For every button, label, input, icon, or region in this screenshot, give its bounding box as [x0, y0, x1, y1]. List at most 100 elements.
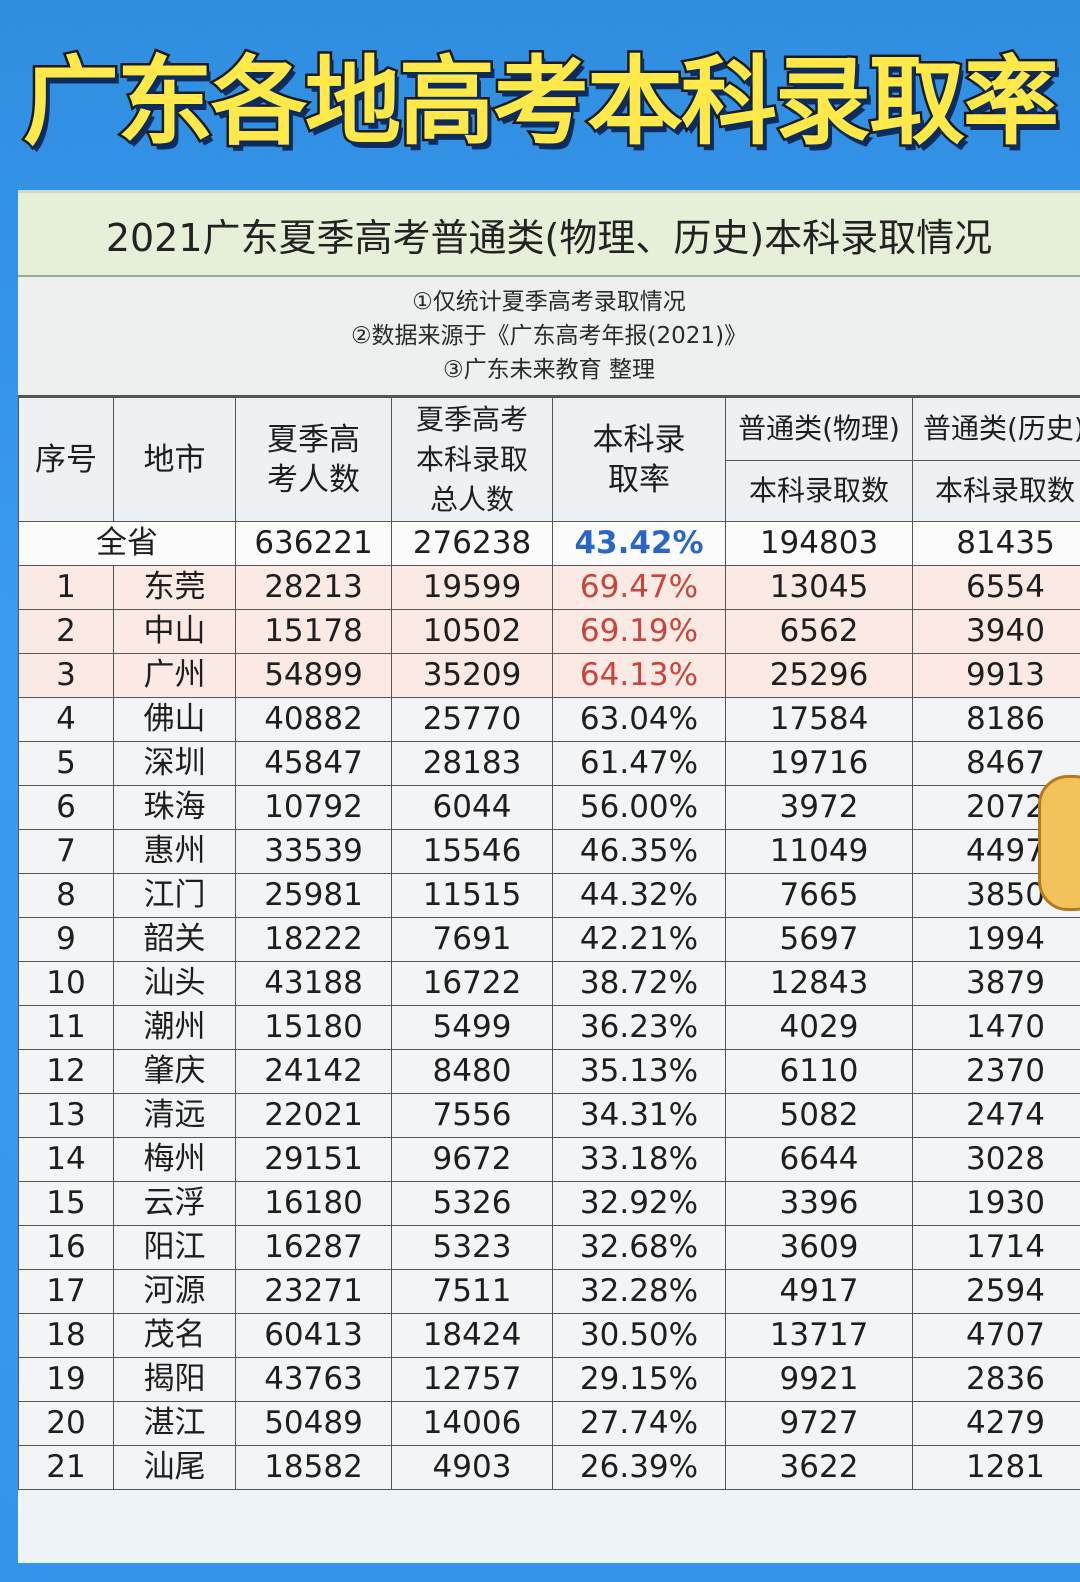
table-row: 5 深圳 45847 28183 61.47% 19716 8467 — [18, 741, 1080, 786]
cell-rate: 33.18% — [552, 1137, 726, 1182]
cell-rate: 26.39% — [552, 1445, 726, 1490]
cell-rate: 69.19% — [552, 609, 726, 654]
cell-physics: 4029 — [725, 1005, 913, 1050]
cell-seq: 12 — [18, 1049, 114, 1094]
cell-history: 1994 — [912, 917, 1080, 962]
header-rate: 本科录取率 — [552, 397, 726, 522]
note-2: ②数据来源于《广东高考年报(2021)》 — [350, 323, 748, 349]
cell-seq: 13 — [18, 1093, 114, 1138]
cell-rate: 64.13% — [552, 653, 726, 698]
cell-history: 8186 — [912, 697, 1080, 742]
header-applicants: 夏季高考人数 — [235, 397, 392, 522]
cell-physics: 5697 — [725, 917, 913, 962]
cell-city: 阳江 — [113, 1225, 236, 1270]
cell-history: 3879 — [912, 961, 1080, 1006]
cell-physics: 6110 — [725, 1049, 913, 1094]
table-subtitle: 2021广东夏季高考普通类(物理、历史)本科录取情况 — [18, 193, 1080, 277]
table-row: 4 佛山 40882 25770 63.04% 17584 8186 — [18, 697, 1080, 742]
notes-block: ①仅统计夏季高考录取情况 ②数据来源于《广东高考年报(2021)》 ③广东未来教… — [18, 277, 1080, 397]
cell-rate: 29.15% — [552, 1357, 726, 1402]
cell-admitted: 7556 — [391, 1093, 553, 1138]
cell-admitted: 10502 — [391, 609, 553, 654]
table-row: 2 中山 15178 10502 69.19% 6562 3940 — [18, 609, 1080, 654]
cell-rate: 32.92% — [552, 1181, 726, 1226]
headline: 广东各地高考本科录取率 — [0, 8, 1080, 178]
cell-history: 9913 — [912, 653, 1080, 698]
cell-admitted: 7691 — [391, 917, 553, 962]
table-row: 13 清远 22021 7556 34.31% 5082 2474 — [18, 1093, 1080, 1138]
cell-history: 8467 — [912, 741, 1080, 786]
cell-seq: 6 — [18, 785, 114, 830]
cell-seq: 3 — [18, 653, 114, 698]
table-row-total: 全省 636221 276238 43.42% 194803 81435 — [18, 521, 1080, 566]
avatar-sticker — [1038, 775, 1080, 911]
cell-physics: 19716 — [725, 741, 913, 786]
cell-rate: 44.32% — [552, 873, 726, 918]
cell-city: 东莞 — [113, 565, 236, 610]
cell-seq: 16 — [18, 1225, 114, 1270]
cell-city: 云浮 — [113, 1181, 236, 1226]
header-physics-group: 普通类(物理) — [725, 397, 913, 461]
cell-seq: 15 — [18, 1181, 114, 1226]
note-3: ③广东未来教育 整理 — [443, 357, 655, 383]
admission-table: 序号 地市 夏季高考人数 夏季高考本科录取总人数 本科录取率 普通类(物理) 普… — [18, 397, 1080, 1490]
header-city: 地市 — [113, 397, 236, 522]
cell-admitted: 4903 — [391, 1445, 553, 1490]
cell-city: 中山 — [113, 609, 236, 654]
cell-city: 佛山 — [113, 697, 236, 742]
cell-applicants: 18222 — [235, 917, 392, 962]
cell-admitted: 9672 — [391, 1137, 553, 1182]
cell-city: 广州 — [113, 653, 236, 698]
table-row: 14 梅州 29151 9672 33.18% 6644 3028 — [18, 1137, 1080, 1182]
table-row: 21 汕尾 18582 4903 26.39% 3622 1281 — [18, 1445, 1080, 1490]
cell-history: 1470 — [912, 1005, 1080, 1050]
cell-rate: 35.13% — [552, 1049, 726, 1094]
cell-history: 3028 — [912, 1137, 1080, 1182]
cell-rate: 34.31% — [552, 1093, 726, 1138]
cell-seq: 10 — [18, 961, 114, 1006]
cell-history: 1930 — [912, 1181, 1080, 1226]
cell-physics: 7665 — [725, 873, 913, 918]
table-row: 6 珠海 10792 6044 56.00% 3972 2072 — [18, 785, 1080, 830]
cell-applicants: 28213 — [235, 565, 392, 610]
report-sheet: 2021广东夏季高考普通类(物理、历史)本科录取情况 ①仅统计夏季高考录取情况 … — [18, 190, 1080, 1563]
total-label: 全省 — [18, 521, 236, 566]
cell-applicants: 16180 — [235, 1181, 392, 1226]
cell-history: 2836 — [912, 1357, 1080, 1402]
cell-city: 深圳 — [113, 741, 236, 786]
cell-physics: 25296 — [725, 653, 913, 698]
table-row: 7 惠州 33539 15546 46.35% 11049 4497 — [18, 829, 1080, 874]
total-history: 81435 — [912, 521, 1080, 566]
cell-seq: 2 — [18, 609, 114, 654]
table-row: 12 肇庆 24142 8480 35.13% 6110 2370 — [18, 1049, 1080, 1094]
total-applicants: 636221 — [235, 521, 392, 566]
cell-rate: 27.74% — [552, 1401, 726, 1446]
header-physics-sub: 本科录取数 — [725, 460, 913, 522]
cell-city: 梅州 — [113, 1137, 236, 1182]
cell-admitted: 25770 — [391, 697, 553, 742]
cell-city: 茂名 — [113, 1313, 236, 1358]
cell-rate: 30.50% — [552, 1313, 726, 1358]
cell-admitted: 14006 — [391, 1401, 553, 1446]
cell-city: 珠海 — [113, 785, 236, 830]
cell-history: 4707 — [912, 1313, 1080, 1358]
cell-seq: 17 — [18, 1269, 114, 1314]
table-row: 20 湛江 50489 14006 27.74% 9727 4279 — [18, 1401, 1080, 1446]
cell-applicants: 40882 — [235, 697, 392, 742]
header-admitted: 夏季高考本科录取总人数 — [391, 397, 553, 522]
cell-history: 4279 — [912, 1401, 1080, 1446]
cell-rate: 46.35% — [552, 829, 726, 874]
cell-seq: 21 — [18, 1445, 114, 1490]
cell-physics: 9727 — [725, 1401, 913, 1446]
cell-admitted: 5323 — [391, 1225, 553, 1270]
cell-applicants: 60413 — [235, 1313, 392, 1358]
cell-admitted: 11515 — [391, 873, 553, 918]
cell-city: 湛江 — [113, 1401, 236, 1446]
cell-rate: 69.47% — [552, 565, 726, 610]
cell-admitted: 28183 — [391, 741, 553, 786]
cell-seq: 7 — [18, 829, 114, 874]
table-row: 10 汕头 43188 16722 38.72% 12843 3879 — [18, 961, 1080, 1006]
cell-applicants: 15178 — [235, 609, 392, 654]
cell-admitted: 19599 — [391, 565, 553, 610]
cell-applicants: 15180 — [235, 1005, 392, 1050]
